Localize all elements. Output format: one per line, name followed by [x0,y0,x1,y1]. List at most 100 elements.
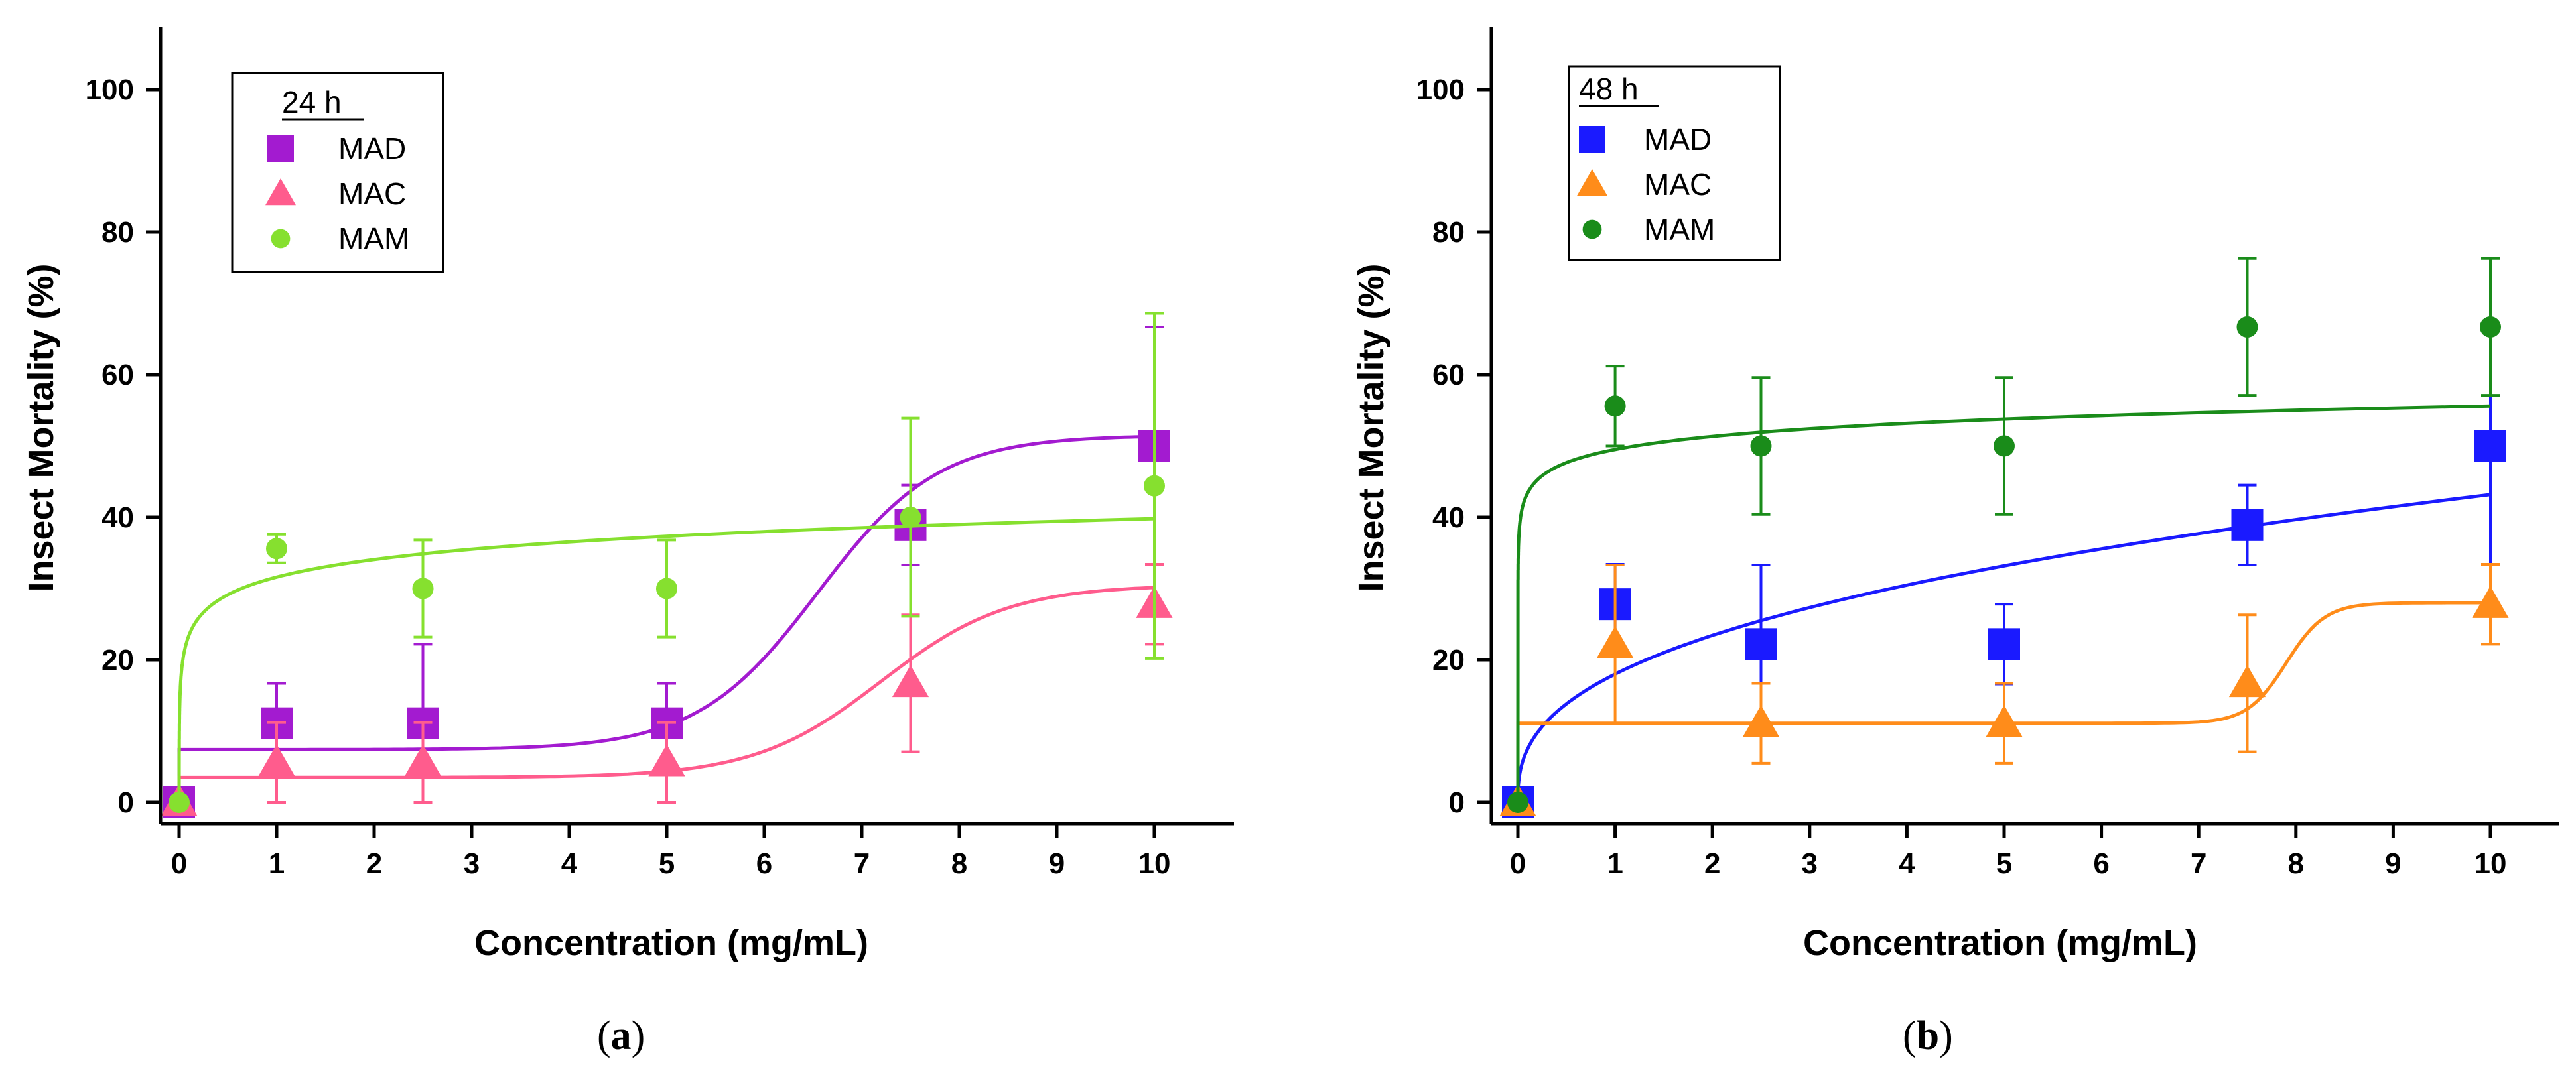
panel-letter-b: b [1917,1013,1939,1058]
legend-items-b: MAD MAC MAM [1577,122,1715,247]
x-tick-label-b: 1 [1607,847,1623,880]
x-tick-label-b: 9 [2385,847,2401,880]
y-tick-label-b: 40 [1432,501,1465,534]
data-point-mam-a [900,507,921,528]
legend-marker-mad-b [1579,126,1605,153]
series-mac-b [1499,562,2509,816]
x-tick-label-a: 3 [464,847,480,880]
legend-label-mac-b: MAC [1644,167,1712,202]
x-tick-label-a: 5 [659,847,675,880]
data-point-mam-a [266,538,287,560]
legend-title-a: 24 h [282,85,342,119]
y-tick-label-b: 60 [1432,359,1465,391]
x-tick-label-b: 0 [1510,847,1526,880]
legend-a: 24 h MAD MAC MAM [231,72,444,273]
legend-marker-mac-a [265,178,296,206]
legend-marker-mac-b [1577,169,1607,196]
x-tick-label-a: 8 [951,847,967,880]
data-point-mad-b [1745,628,1777,660]
legend-label-mam-a: MAM [338,221,409,256]
panel-label-b: (b) [1903,1013,1953,1058]
x-tick-label-a: 0 [171,847,187,880]
data-point-mad-b [2474,430,2506,462]
legend-title-b: 48 h [1579,72,1639,106]
legend-label-mad-a: MAD [338,131,406,166]
legend-marker-mad-a [267,135,294,162]
series-mac-a [161,562,1173,816]
data-point-mam-b [2480,316,2501,338]
legend-marker-mam-b [1582,219,1602,239]
y-tick-label-a: 20 [102,644,134,676]
data-point-mad-b [1988,628,2020,660]
y-tick-label-a: 60 [102,359,134,391]
x-tick-label-b: 4 [1899,847,1915,880]
data-point-mam-b [1507,792,1528,813]
data-point-mam-b [1994,435,2015,457]
y-tick-label-b: 20 [1432,644,1465,676]
data-point-mac-a [404,744,442,777]
data-point-mac-b [1742,705,1780,737]
legend-label-mam-b: MAM [1644,212,1715,247]
legend-box-b [1568,65,1781,261]
y-tick-label-a: 40 [102,501,134,534]
data-point-mac-a [648,744,685,777]
series-mam-b [1507,257,2501,813]
data-point-mad-b [2231,509,2264,541]
y-axis-title-a: Insect Mortality (%) [21,263,61,592]
x-tick-label-b: 7 [2191,847,2206,880]
legend-marker-mam-a [271,229,291,249]
x-tick-label-a: 2 [366,847,382,880]
legend-box-a [231,72,444,273]
y-tick-label-b: 0 [1449,786,1465,819]
x-tick-label-a: 1 [269,847,285,880]
plot-area-b [1499,257,2509,818]
panel-label-a: (a) [597,1013,645,1058]
y-tick-label-a: 0 [118,786,134,819]
x-tick-label-a: 6 [756,847,772,880]
y-axis-title-b: Insect Mortality (%) [1351,263,1391,592]
legend-label-mac-a: MAC [338,176,406,211]
legend-items-a: MAD MAC MAM [265,131,409,256]
data-point-mac-a [258,744,295,777]
fit-curve-mam-b [1516,404,2491,803]
data-point-mac-b [1986,705,2023,737]
x-tick-label-a: 4 [561,847,578,880]
series-mam-a [169,312,1165,813]
x-tick-label-b: 8 [2288,847,2304,880]
legend-b: 48 h MAD MAC MAM [1568,65,1781,261]
x-tick-label-b: 10 [2474,847,2507,880]
x-tick-label-b: 6 [2093,847,2109,880]
data-point-mam-a [412,578,434,599]
data-point-mac-b [2472,586,2509,618]
x-tick-label-a: 9 [1049,847,1065,880]
data-point-mac-a [892,664,929,698]
axes-b [1489,27,2559,826]
x-axis-title-b: Concentration (mg/mL) [1803,923,2197,963]
y-tick-label-a: 80 [102,216,134,249]
data-point-mam-a [656,578,677,599]
x-axis-title-a: Concentration (mg/mL) [474,923,868,963]
data-point-mac-b [1597,625,1634,658]
y-tick-label-b: 100 [1416,74,1465,106]
data-point-mac-b [2228,664,2266,698]
data-point-mam-b [2236,316,2258,338]
y-tick-label-a: 100 [86,74,134,106]
panel-letter-a: a [611,1013,632,1058]
x-tick-label-b: 2 [1704,847,1720,880]
data-point-mam-b [1750,435,1772,457]
x-tick-label-a: 7 [854,847,870,880]
y-tick-label-b: 80 [1432,216,1465,249]
legend-label-mad-b: MAD [1644,122,1712,157]
data-point-mam-b [1604,395,1626,417]
x-tick-label-a: 10 [1138,847,1171,880]
data-point-mam-a [1144,475,1165,497]
x-tick-label-b: 5 [1996,847,2012,880]
data-point-mam-a [169,792,190,813]
fit-curve-mam-a [177,517,1155,803]
axes-a [159,27,1234,826]
